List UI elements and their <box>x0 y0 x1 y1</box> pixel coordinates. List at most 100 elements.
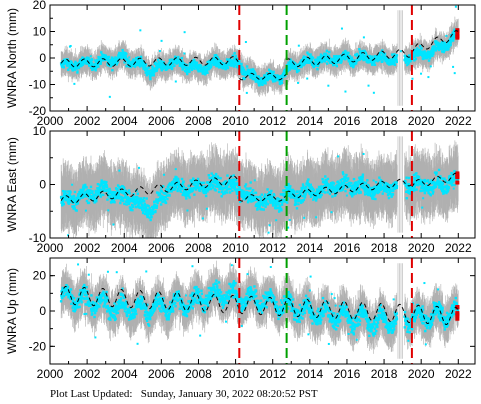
obs-point <box>191 66 194 69</box>
obs-point <box>203 66 206 69</box>
obs-point <box>417 54 420 57</box>
obs-point <box>325 53 328 57</box>
obs-point <box>97 65 100 68</box>
obs-point <box>147 66 150 69</box>
obs-point <box>157 58 160 62</box>
obs-point <box>350 60 353 63</box>
obs-point <box>347 51 350 55</box>
obs-point <box>445 46 449 49</box>
obs-point <box>258 84 261 87</box>
obs-point <box>78 63 81 67</box>
obs-point <box>73 68 77 71</box>
obs-point <box>76 71 79 74</box>
obs-point <box>151 65 154 68</box>
obs-point <box>127 59 131 62</box>
obs-point <box>414 57 418 61</box>
obs-point <box>328 50 331 54</box>
obs-point <box>216 62 220 66</box>
x-tick-label: 2004 <box>111 114 138 128</box>
obs-point <box>337 61 340 64</box>
obs-point <box>120 56 123 59</box>
obs-point <box>448 45 451 48</box>
obs-outlier <box>160 39 163 42</box>
obs-point <box>229 59 233 62</box>
obs-point <box>74 60 77 64</box>
obs-point <box>412 50 415 53</box>
obs-point <box>181 68 184 71</box>
obs-point <box>252 75 255 78</box>
obs-point <box>307 53 310 56</box>
obs-point <box>155 69 159 72</box>
obs-point <box>207 64 210 67</box>
obs-point <box>218 63 222 66</box>
obs-point <box>435 40 438 43</box>
obs-point <box>106 62 109 65</box>
panel-1: -20 -10 0 10 20 2000 2002 2004 2006 2008 2010 2012 2… <box>5 0 476 128</box>
obs-point <box>221 66 225 70</box>
obs-point <box>263 74 266 77</box>
model-curve <box>60 30 459 81</box>
obs-outlier <box>183 31 186 34</box>
obs-point <box>418 44 422 48</box>
observations <box>59 5 460 98</box>
obs-point <box>413 48 416 52</box>
obs-point <box>107 55 111 59</box>
obs-point <box>360 55 364 59</box>
obs-point <box>253 70 256 74</box>
obs-point <box>331 57 335 61</box>
obs-outlier <box>327 84 330 87</box>
obs-point <box>81 56 84 59</box>
obs-outlier <box>362 36 365 39</box>
obs-point <box>249 70 252 73</box>
obs-point <box>259 83 263 86</box>
obs-point <box>123 61 126 64</box>
obs-point <box>327 54 331 57</box>
obs-point <box>94 63 97 67</box>
obs-point <box>443 41 447 45</box>
obs-point <box>231 59 234 62</box>
obs-point <box>422 57 425 61</box>
obs-point <box>360 50 363 54</box>
obs-point <box>226 64 229 67</box>
obs-outlier <box>158 50 161 53</box>
obs-point <box>322 56 326 59</box>
obs-point <box>265 75 268 78</box>
obs-point <box>440 50 444 53</box>
obs-point <box>301 59 304 62</box>
obs-point <box>257 76 261 80</box>
obs-point <box>280 78 284 81</box>
obs-point <box>171 66 174 69</box>
obs-point <box>302 55 306 58</box>
obs-point <box>195 61 199 64</box>
obs-point <box>193 67 196 70</box>
obs-point <box>241 69 244 72</box>
obs-point <box>370 60 373 63</box>
obs-point <box>121 57 125 60</box>
obs-point <box>449 43 452 47</box>
obs-point <box>316 64 320 68</box>
obs-point <box>222 62 226 66</box>
obs-point <box>332 55 336 58</box>
obs-point <box>335 64 339 68</box>
model-segment <box>60 56 240 68</box>
obs-point <box>279 82 282 86</box>
obs-point <box>393 63 396 66</box>
obs-point <box>381 49 384 52</box>
obs-point <box>256 78 259 81</box>
x-tick-label: 2012 <box>259 114 286 128</box>
obs-point <box>293 67 296 70</box>
obs-point <box>243 76 247 80</box>
obs-point <box>110 56 114 59</box>
obs-point <box>279 75 283 78</box>
obs-point <box>334 58 337 61</box>
obs-point <box>440 41 444 44</box>
obs-point <box>355 52 359 56</box>
obs-point <box>365 55 368 59</box>
obs-point <box>365 53 368 56</box>
y-tick-label: 0 <box>39 51 46 65</box>
x-tick-label: 2016 <box>334 114 361 128</box>
obs-point <box>407 62 410 66</box>
obs-point <box>160 69 163 72</box>
obs-point <box>340 58 343 61</box>
